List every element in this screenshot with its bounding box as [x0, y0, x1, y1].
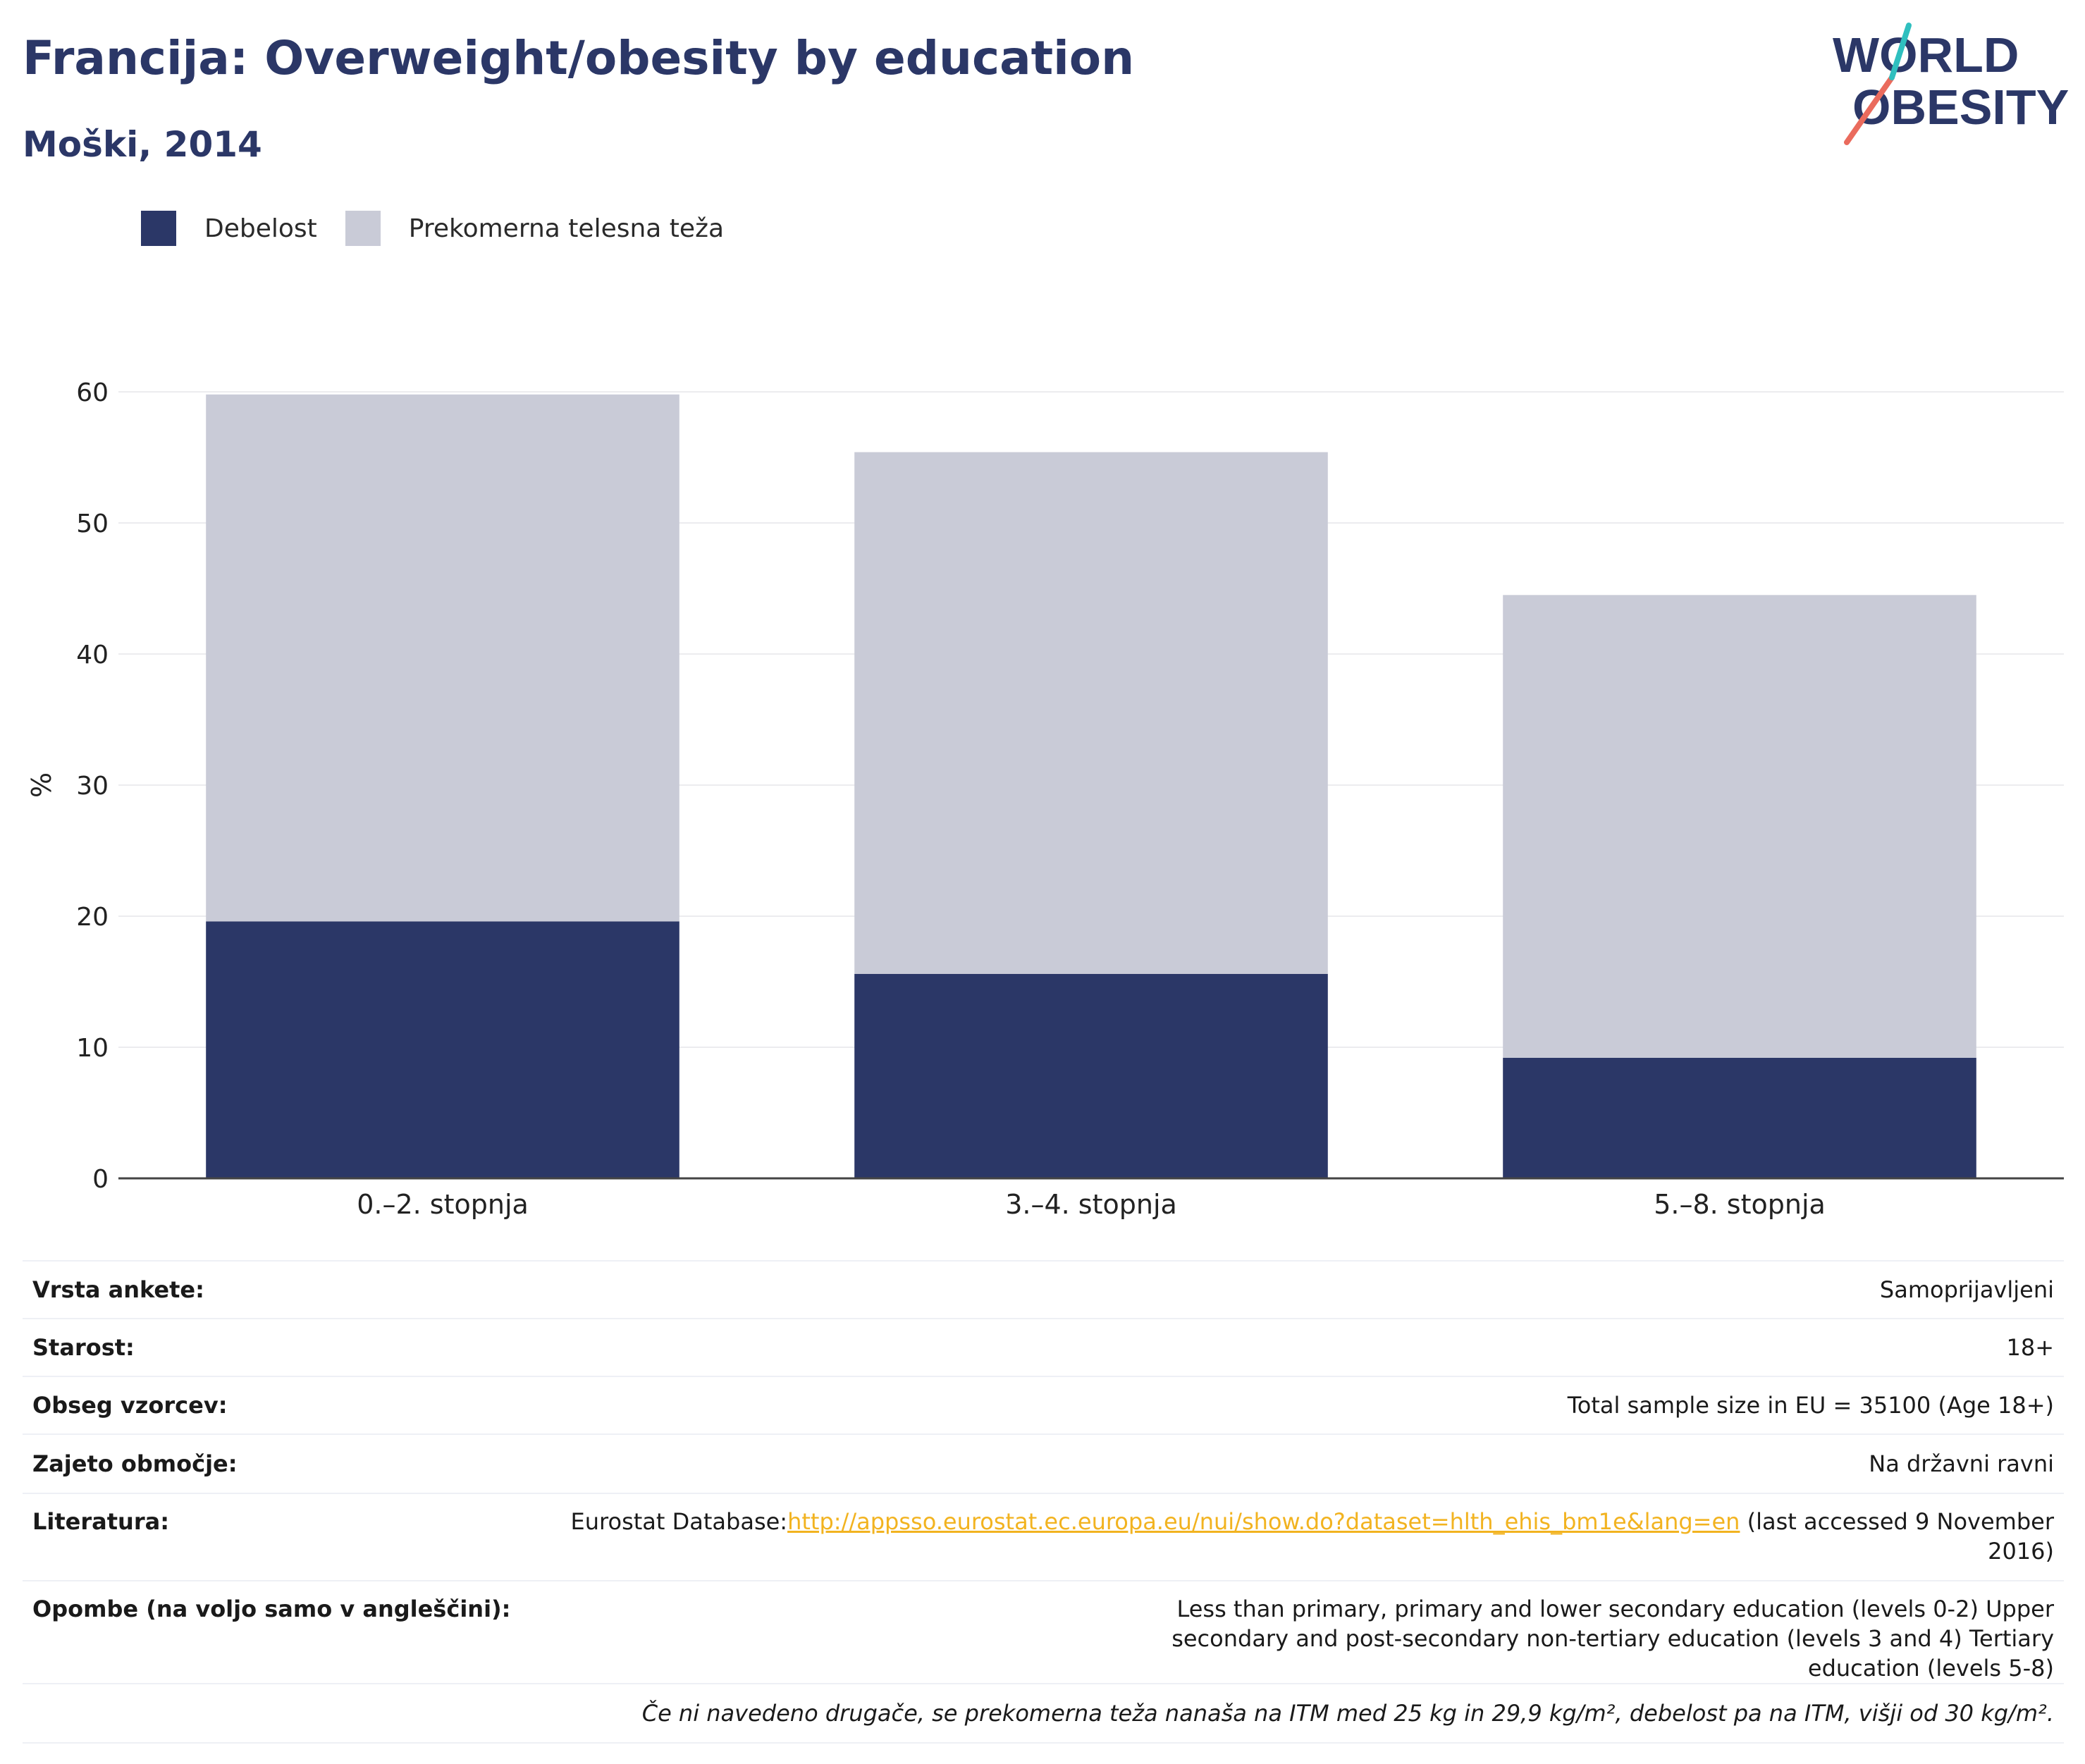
legend-swatch-obesity	[141, 211, 176, 246]
footnote: Če ni navedeno drugače, se prekomerna te…	[23, 1683, 2064, 1744]
meta-row-age: Starost: 18+	[23, 1318, 2064, 1376]
meta-value: 18+	[536, 1318, 2064, 1376]
meta-value: Samoprijavljeni	[536, 1260, 2064, 1319]
meta-row-footnote: Če ni navedeno drugače, se prekomerna te…	[23, 1683, 2064, 1744]
y-tick-label: 60	[76, 378, 109, 407]
meta-label: Zajeto območje:	[23, 1433, 536, 1493]
meta-label: Starost:	[23, 1318, 536, 1376]
meta-label: Obseg vzorcev:	[23, 1376, 536, 1434]
literature-link[interactable]: http://appsso.eurostat.ec.europa.eu/nui/…	[787, 1508, 1740, 1535]
stacked-bar-chart: 0 10 20 30 40 50 60% 0.–2. stopnja 3.–4. stopnja…	[26, 378, 2064, 1220]
logo-line1: WORLD	[1833, 27, 2019, 82]
meta-label: Literatura:	[23, 1493, 536, 1581]
x-tick-label: 3.–4. stopnja	[1005, 1189, 1177, 1220]
y-tick-label: 40	[76, 641, 109, 670]
y-tick-label: 50	[76, 510, 109, 538]
metadata-table: Vrsta ankete: Samoprijavljeni Starost: 1…	[23, 1260, 2064, 1744]
y-axis-label: %	[26, 772, 57, 798]
legend-item-overweight[interactable]: Prekomerna telesna teža	[345, 211, 724, 246]
chart-subtitle: Moški, 2014	[23, 124, 262, 165]
legend-label-obesity: Debelost	[204, 214, 317, 243]
bar-obesity	[206, 921, 679, 1178]
meta-value: Eurostat Database:http://appsso.eurostat…	[536, 1493, 2064, 1581]
meta-row-notes: Opombe (na voljo samo v angleščini): Les…	[23, 1580, 2064, 1684]
bar-obesity	[1503, 1057, 1976, 1178]
bar-overweight	[206, 394, 679, 922]
meta-row-survey-type: Vrsta ankete: Samoprijavljeni	[23, 1260, 2064, 1319]
meta-row-sample: Obseg vzorcev: Total sample size in EU =…	[23, 1376, 2064, 1434]
y-tick-label: 10	[76, 1034, 109, 1063]
x-tick-label: 5.–8. stopnja	[1654, 1189, 1826, 1220]
logo-line2: OBESITY	[1852, 80, 2069, 135]
chart-title: Francija: Overweight/obesity by educatio…	[23, 31, 1135, 85]
legend-swatch-overweight	[345, 211, 381, 246]
bar-overweight	[1503, 595, 1976, 1058]
y-tick-label: 0	[92, 1165, 109, 1194]
legend-label-overweight: Prekomerna telesna teža	[408, 214, 725, 243]
bar-overweight	[854, 452, 1328, 974]
literature-prefix: Eurostat Database:	[570, 1508, 788, 1535]
x-tick-label: 0.–2. stopnja	[357, 1189, 529, 1220]
meta-label: Vrsta ankete:	[23, 1260, 536, 1319]
legend-item-obesity[interactable]: Debelost	[141, 211, 317, 246]
bar-obesity	[854, 973, 1328, 1178]
meta-value: Na državni ravni	[536, 1433, 2064, 1493]
meta-row-literature: Literatura: Eurostat Database:http://app…	[23, 1493, 2064, 1581]
meta-value: Total sample size in EU = 35100 (Age 18+…	[536, 1376, 2064, 1434]
world-obesity-logo: WORLD OBESITY	[1833, 23, 2069, 145]
y-tick-label: 30	[76, 772, 109, 801]
meta-row-area: Zajeto območje: Na državni ravni	[23, 1433, 2064, 1493]
chart-legend: Debelost Prekomerna telesna teža	[141, 207, 752, 249]
y-tick-label: 20	[76, 903, 109, 932]
meta-value: Less than primary, primary and lower sec…	[536, 1580, 2064, 1684]
meta-label: Opombe (na voljo samo v angleščini):	[23, 1580, 536, 1684]
literature-suffix: (last accessed 9 November 2016)	[1740, 1508, 2054, 1565]
